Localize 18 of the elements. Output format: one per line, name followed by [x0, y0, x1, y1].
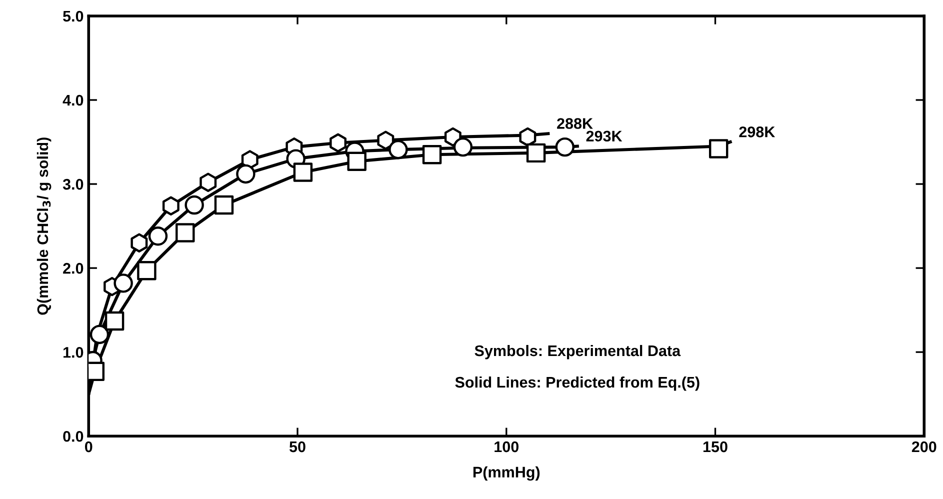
y-tick-label: 0.0: [63, 430, 84, 442]
y-tick-label: 2.0: [63, 262, 84, 274]
x-tick-label: 200: [912, 441, 936, 452]
y-axis-title: Q(mmole CHCl$_{3}$/ g solid): [36, 138, 52, 315]
x-tick-label: 50: [289, 441, 306, 452]
series-label: 293K: [586, 130, 622, 142]
y-tick-label: 5.0: [63, 10, 84, 22]
annotation: Solid Lines: Predicted from Eq.(5): [455, 376, 700, 391]
x-tick-label: 150: [703, 441, 728, 452]
series-label: 298K: [739, 126, 776, 138]
x-axis-title: P(mmHg): [473, 466, 540, 481]
y-tick-label: 1.0: [64, 346, 84, 358]
annotation: Symbols: Experimental Data: [474, 344, 681, 360]
y-tick-label: 3.0: [62, 178, 84, 190]
y-tick-label: 4.0: [62, 94, 84, 106]
x-tick-label: 0: [85, 441, 92, 452]
series-label: 288K: [557, 118, 593, 129]
x-tick-label: 100: [494, 441, 519, 452]
